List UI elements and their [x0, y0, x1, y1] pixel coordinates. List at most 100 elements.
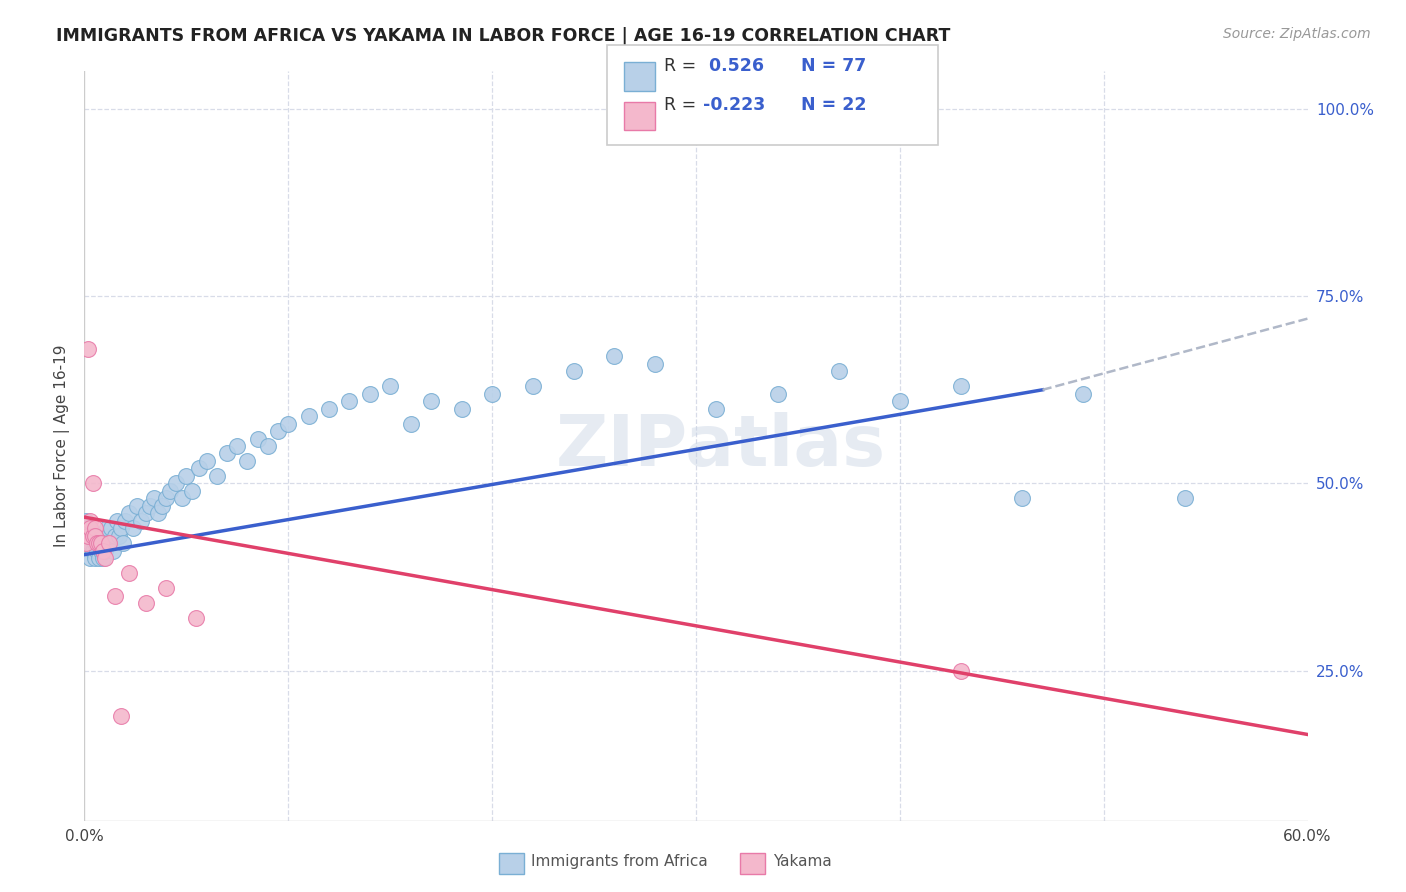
Point — [87, 536, 110, 550]
Point — [91, 551, 114, 566]
Point — [399, 417, 422, 431]
Point — [105, 514, 128, 528]
Point — [186, 611, 208, 625]
Point — [83, 551, 105, 566]
Point — [135, 596, 157, 610]
Point — [90, 544, 112, 558]
Point — [174, 469, 197, 483]
Point — [603, 349, 626, 363]
Point — [83, 521, 105, 535]
Point — [159, 483, 181, 498]
Point — [110, 521, 132, 535]
Point — [889, 394, 911, 409]
Point — [562, 364, 585, 378]
Point — [108, 529, 131, 543]
Point — [131, 514, 153, 528]
Text: -0.223: -0.223 — [703, 96, 765, 114]
Point — [97, 536, 120, 550]
Point — [93, 529, 115, 543]
Point — [318, 401, 340, 416]
Point — [172, 491, 194, 506]
Point — [77, 529, 100, 543]
Point — [75, 536, 97, 550]
Point — [77, 521, 100, 535]
Point — [1011, 491, 1033, 506]
Point — [150, 499, 173, 513]
Point — [83, 529, 105, 543]
Point — [110, 708, 132, 723]
Point — [828, 364, 851, 378]
Point — [1073, 386, 1095, 401]
Point — [93, 544, 115, 558]
Point — [277, 417, 299, 431]
Point — [205, 469, 228, 483]
Point — [86, 529, 108, 543]
Point — [146, 507, 169, 521]
Point — [155, 582, 177, 596]
Text: R =: R = — [664, 96, 702, 114]
Point — [142, 491, 165, 506]
Text: Yakama: Yakama — [773, 855, 832, 869]
Point — [138, 499, 160, 513]
Point — [104, 589, 127, 603]
Point — [155, 491, 177, 506]
Point — [267, 424, 290, 438]
Y-axis label: In Labor Force | Age 16-19: In Labor Force | Age 16-19 — [55, 344, 70, 548]
Text: N = 22: N = 22 — [801, 96, 868, 114]
Point — [187, 461, 209, 475]
Point — [83, 536, 105, 550]
Point — [79, 536, 101, 550]
Point — [79, 521, 101, 535]
Point — [1174, 491, 1197, 506]
Text: Immigrants from Africa: Immigrants from Africa — [531, 855, 709, 869]
Point — [950, 379, 973, 393]
Point — [257, 439, 280, 453]
Point — [91, 544, 114, 558]
Point — [93, 551, 115, 566]
Point — [90, 536, 112, 550]
Text: 0.526: 0.526 — [703, 57, 763, 75]
Point — [79, 521, 101, 535]
Point — [246, 432, 269, 446]
Point — [87, 551, 110, 566]
Point — [298, 409, 321, 423]
Text: IMMIGRANTS FROM AFRICA VS YAKAMA IN LABOR FORCE | AGE 16-19 CORRELATION CHART: IMMIGRANTS FROM AFRICA VS YAKAMA IN LABO… — [56, 27, 950, 45]
Point — [100, 521, 122, 535]
Text: Source: ZipAtlas.com: Source: ZipAtlas.com — [1223, 27, 1371, 41]
Point — [96, 521, 118, 535]
Point — [112, 536, 135, 550]
Point — [97, 536, 120, 550]
Point — [104, 529, 127, 543]
Point — [127, 499, 149, 513]
Point — [82, 529, 104, 543]
Point — [339, 394, 361, 409]
Text: R =: R = — [664, 57, 702, 75]
Point — [522, 379, 544, 393]
Point — [766, 386, 789, 401]
Point — [82, 529, 104, 543]
Point — [82, 476, 104, 491]
Point — [82, 544, 104, 558]
Point — [380, 379, 402, 393]
Point — [706, 401, 728, 416]
Point — [77, 342, 100, 356]
Point — [90, 529, 112, 543]
Point — [75, 529, 97, 543]
Point — [77, 536, 100, 550]
Point — [101, 544, 124, 558]
Point — [226, 439, 249, 453]
Point — [79, 514, 101, 528]
Point — [359, 386, 381, 401]
Point — [135, 507, 157, 521]
Point — [236, 454, 259, 468]
Point — [91, 536, 114, 550]
Point — [114, 514, 136, 528]
Point — [118, 507, 141, 521]
Point — [79, 551, 101, 566]
Point — [165, 476, 187, 491]
Point — [481, 386, 503, 401]
Point — [75, 514, 97, 528]
Point — [950, 664, 973, 678]
Text: ZIPatlas: ZIPatlas — [555, 411, 886, 481]
Point — [86, 536, 108, 550]
